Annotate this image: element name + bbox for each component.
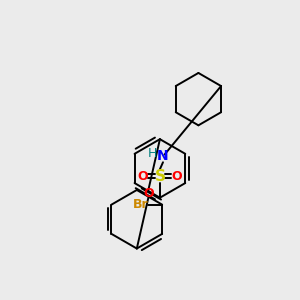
Text: S: S xyxy=(154,169,165,184)
Text: N: N xyxy=(157,149,169,163)
Text: O: O xyxy=(144,187,154,200)
Text: Br: Br xyxy=(133,198,148,211)
Text: H: H xyxy=(148,146,157,160)
Text: O: O xyxy=(172,169,182,183)
Text: O: O xyxy=(138,169,148,183)
